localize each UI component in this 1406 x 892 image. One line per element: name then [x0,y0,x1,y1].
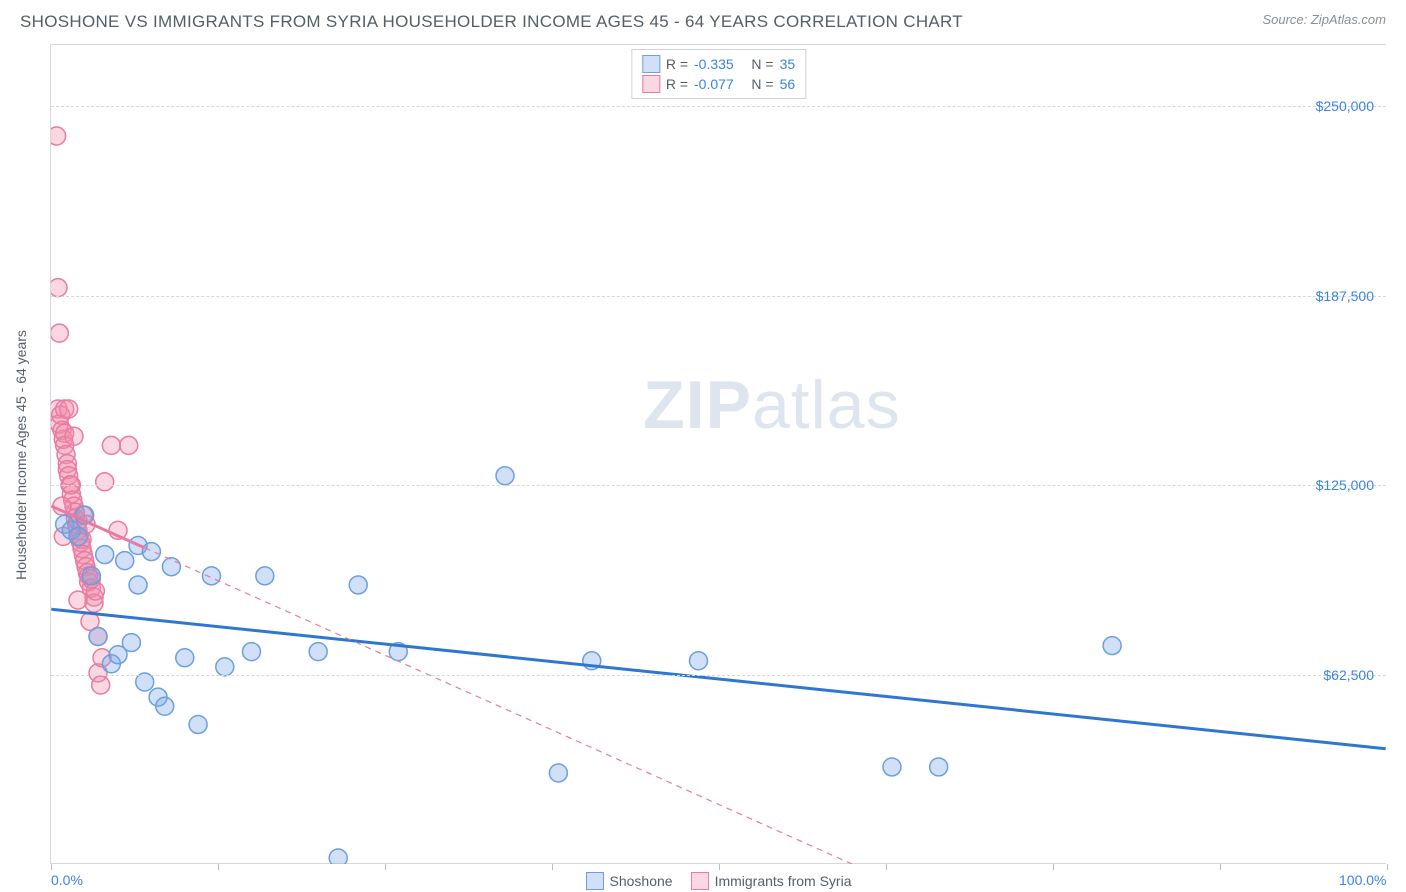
source-attribution: Source: ZipAtlas.com [1262,12,1386,27]
x-tick-mark [719,864,720,870]
x-tick-mark [1220,864,1221,870]
x-tick-mark [218,864,219,870]
data-point [189,715,207,733]
gridline [51,106,1386,107]
x-tick-mark [552,864,553,870]
trend-line [51,609,1385,749]
gridline [51,675,1386,676]
y-tick-label: $250,000 [1316,98,1374,114]
data-point [51,324,68,342]
data-point [51,279,67,297]
data-point [142,543,160,561]
data-point [89,628,107,646]
x-tick-mark [385,864,386,870]
legend-item: Shoshone [586,872,673,890]
data-point [256,567,274,585]
data-point [549,764,567,782]
y-tick-label: $62,500 [1323,667,1374,683]
data-point [96,546,114,564]
data-point [92,676,110,694]
data-point [69,527,87,545]
trend-line-dashed [145,548,852,864]
data-point [1103,637,1121,655]
x-tick-mark [1387,864,1388,870]
data-point [176,649,194,667]
y-tick-label: $125,000 [1316,477,1374,493]
data-point [60,400,78,418]
x-tick-mark [1053,864,1054,870]
data-point [96,473,114,491]
x-tick-mark [51,864,52,870]
x-tick-mark [886,864,887,870]
data-point [242,643,260,661]
y-tick-label: $187,500 [1316,288,1374,304]
data-point [102,436,120,454]
gridline [51,485,1386,486]
data-point [689,652,707,670]
chart-title: SHOSHONE VS IMMIGRANTS FROM SYRIA HOUSEH… [20,12,963,32]
data-point [116,552,134,570]
data-point [156,697,174,715]
x-tick-label: 100.0% [1339,872,1386,888]
data-point [216,658,234,676]
data-point [202,567,220,585]
legend-item: Immigrants from Syria [691,872,852,890]
data-point [82,567,100,585]
data-point [122,634,140,652]
data-point [65,427,83,445]
x-tick-label: 0.0% [51,872,83,888]
data-point [162,558,180,576]
gridline [51,296,1386,297]
data-point [309,643,327,661]
series-legend: Shoshone Immigrants from Syria [586,872,852,890]
scatter-plot [51,45,1386,864]
data-point [69,591,87,609]
y-axis-label: Householder Income Ages 45 - 64 years [13,330,29,580]
data-point [120,436,138,454]
data-point [329,849,347,864]
data-point [496,467,514,485]
data-point [129,576,147,594]
data-point [883,758,901,776]
data-point [349,576,367,594]
data-point [930,758,948,776]
data-point [51,127,66,145]
chart-area: Householder Income Ages 45 - 64 years ZI… [50,44,1386,864]
